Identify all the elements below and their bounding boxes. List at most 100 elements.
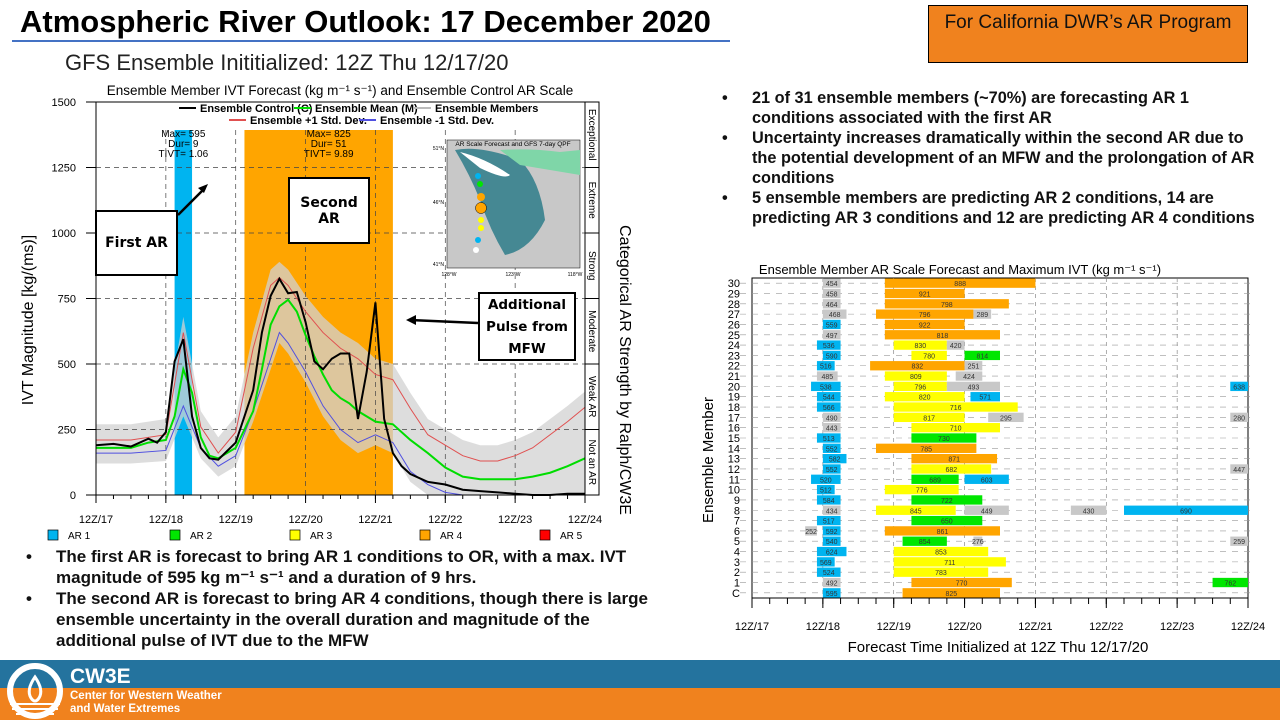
member-label: 30 <box>728 278 740 290</box>
max-ivt-label: 517 <box>823 519 835 526</box>
cw3e-wordmark: CW3E <box>70 665 131 688</box>
member-label: 22 <box>728 361 740 373</box>
event-duration-label: Dur= 51 <box>311 139 347 150</box>
ar-event-bar <box>884 278 1036 288</box>
ar-event-bar <box>822 588 841 598</box>
ar-event-bar <box>816 557 835 567</box>
max-ivt-label: 552 <box>826 467 838 474</box>
max-ivt-label: 447 <box>1233 467 1245 474</box>
member-label: 10 <box>728 485 740 497</box>
inset-lat-label: 51°N <box>433 146 445 152</box>
ar-event-bar <box>822 536 841 546</box>
ivt-forecast-chart: Ensemble Member IVT Forecast (kg m⁻¹ s⁻¹… <box>20 83 633 542</box>
event-tivt-label: TIVT= 9.89 <box>304 149 354 160</box>
member-label: 11 <box>729 474 740 486</box>
max-ivt-label: 783 <box>935 570 947 577</box>
max-ivt-label: 776 <box>916 488 928 495</box>
max-ivt-label: 830 <box>914 343 926 350</box>
member-label: 21 <box>728 371 740 383</box>
max-ivt-label: 820 <box>919 395 931 402</box>
max-ivt-label: 434 <box>826 508 838 515</box>
ar-event-bar <box>816 515 841 526</box>
ar-event-bar <box>1070 505 1107 515</box>
max-ivt-label: 566 <box>823 405 835 412</box>
max-ivt-label: 853 <box>935 550 947 557</box>
max-ivt-label: 921 <box>919 291 931 298</box>
x-tick-label: 12Z/22 <box>1089 621 1123 633</box>
ar-event-bar <box>822 423 841 433</box>
max-ivt-label: 497 <box>826 333 838 340</box>
max-ivt-label: 552 <box>826 446 838 453</box>
x-tick-label: 12Z/24 <box>1231 621 1265 633</box>
legend-label: Ensemble Mean (M) <box>315 103 418 115</box>
event-duration-label: Dur= 9 <box>168 139 199 150</box>
ar-scale-legend-swatch <box>419 529 431 541</box>
ar-event-bar <box>822 350 841 361</box>
ar-event-bar <box>911 474 959 484</box>
bullet-item: The first AR is forecast to bring AR 1 c… <box>26 546 666 588</box>
ar-category-label: Strong <box>586 251 597 280</box>
max-ivt-label: 584 <box>823 498 835 505</box>
ar-scale-legend-swatch <box>169 529 181 541</box>
max-ivt-label: 817 <box>923 415 935 422</box>
ar-event-bar <box>893 567 989 577</box>
ar-event-bar <box>822 453 847 464</box>
max-ivt-label: 922 <box>919 322 931 329</box>
max-ivt-label: 454 <box>826 281 838 288</box>
ar-event-bar <box>884 371 947 381</box>
ar-event-bar <box>822 526 841 536</box>
ar-scale-legend-label: AR 2 <box>190 531 213 542</box>
x-tick-label: 12Z/19 <box>219 514 253 526</box>
ar-event-band <box>174 130 193 495</box>
ar-event-bar <box>816 567 841 577</box>
ar-event-bar <box>884 392 965 402</box>
max-ivt-label: 449 <box>981 508 993 515</box>
member-label: 13 <box>728 454 740 466</box>
max-ivt-label: 796 <box>914 384 926 391</box>
member-label: 5 <box>734 536 740 548</box>
ar-event-bar <box>893 381 947 392</box>
max-ivt-label: 854 <box>919 539 931 546</box>
max-ivt-label: 544 <box>823 395 835 402</box>
ar-event-bar <box>822 330 841 340</box>
max-ivt-label: 730 <box>938 436 950 443</box>
max-ivt-label: 512 <box>820 488 832 495</box>
max-ivt-label: 490 <box>826 415 838 422</box>
ar-scale-legend-label: AR 5 <box>560 531 583 542</box>
ar-scale-legend-swatch <box>47 529 59 541</box>
slide-title: Atmospheric River Outlook: 17 December 2… <box>20 4 711 39</box>
max-ivt-label: 818 <box>937 333 949 340</box>
y-tick-label: 250 <box>58 425 76 437</box>
y-tick-label: 1250 <box>52 163 76 175</box>
bullet-item: 21 of 31 ensemble members (~70%) are for… <box>722 88 1272 128</box>
max-ivt-label: 590 <box>826 353 838 360</box>
ar-event-bar <box>1124 505 1248 515</box>
legend-label: Ensemble Control (C) <box>200 103 313 115</box>
member-label: 14 <box>728 443 740 455</box>
ar-event-bar <box>816 371 838 381</box>
max-ivt-label: 861 <box>937 529 949 536</box>
ar-event-bar <box>816 484 835 495</box>
y-tick-label: 1000 <box>52 228 76 240</box>
max-ivt-label: 559 <box>826 322 838 329</box>
member-label: 23 <box>728 350 740 362</box>
member-label: 2 <box>734 567 740 579</box>
max-ivt-label: 716 <box>950 405 962 412</box>
max-ivt-label: 430 <box>1083 508 1095 515</box>
inset-lat-label: 41°N <box>433 262 445 268</box>
ar-event-bar <box>876 443 977 453</box>
max-ivt-label: 538 <box>820 384 832 391</box>
ar-event-bar <box>911 464 992 474</box>
x-tick-label: 12Z/18 <box>149 514 183 526</box>
max-ivt-label: 780 <box>923 353 935 360</box>
max-ivt-label: 259 <box>1233 539 1245 546</box>
ar-event-bar <box>911 433 977 443</box>
max-ivt-label: 536 <box>823 343 835 350</box>
max-ivt-label: 650 <box>941 519 953 526</box>
ar-event-bar <box>822 319 841 330</box>
ar-event-bar <box>816 361 835 371</box>
ar-event-bar <box>816 392 841 402</box>
ar-event-bar <box>1230 412 1248 423</box>
ar-event-bar <box>884 299 1009 309</box>
ar-scale-y-label: Ensemble Member <box>700 397 717 523</box>
